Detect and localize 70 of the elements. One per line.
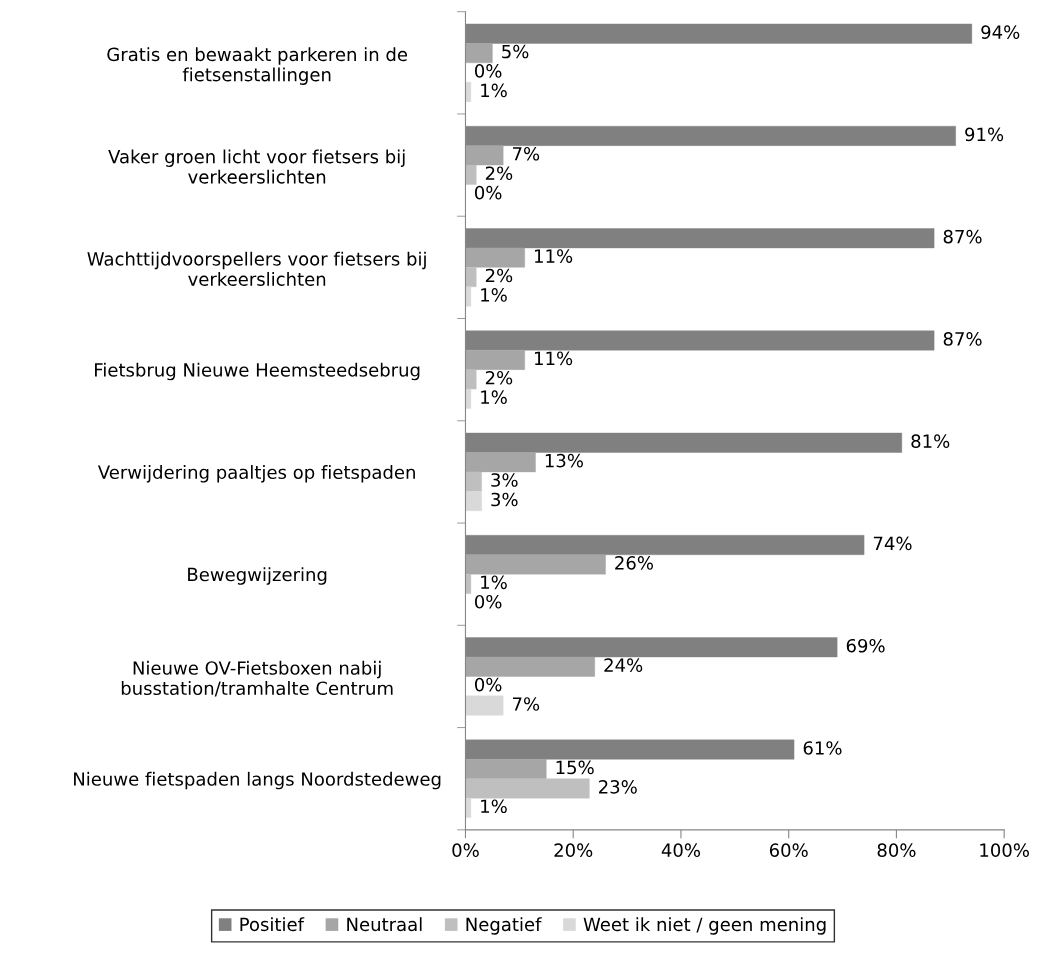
y-tick-label: Bewegwijzering bbox=[188, 567, 327, 585]
data-label: 7% bbox=[512, 146, 540, 161]
bar bbox=[465, 247, 525, 268]
legend-label: Positief bbox=[240, 917, 305, 932]
bar bbox=[465, 471, 482, 492]
data-label: 5% bbox=[502, 44, 529, 59]
bar bbox=[465, 778, 590, 799]
bar bbox=[465, 797, 472, 818]
bar bbox=[465, 452, 536, 473]
data-label: 11% bbox=[535, 249, 573, 263]
x-tick-label: 80% bbox=[877, 843, 916, 858]
bar bbox=[465, 554, 606, 575]
data-label: 7% bbox=[512, 697, 540, 711]
data-label: 1% bbox=[481, 390, 507, 405]
x-tick-label: 40% bbox=[661, 843, 701, 858]
data-label: 87% bbox=[943, 229, 982, 244]
bar bbox=[465, 82, 472, 102]
data-label: 69% bbox=[846, 638, 885, 653]
bar bbox=[465, 286, 472, 307]
data-label: 11% bbox=[535, 351, 573, 366]
data-label: 91% bbox=[965, 127, 1004, 142]
bar bbox=[465, 267, 477, 287]
data-label: 74% bbox=[873, 536, 912, 551]
data-label: 1% bbox=[481, 83, 507, 98]
legend-label: Neutraal bbox=[347, 917, 422, 932]
bar bbox=[465, 759, 547, 779]
data-label: 2% bbox=[485, 268, 513, 283]
y-tick-label: Nieuwe OV-Fietsboxen nabij busstation/tramhalte Centrum bbox=[121, 660, 393, 697]
x-tick-label: 0% bbox=[452, 843, 479, 858]
data-label: 0% bbox=[474, 64, 502, 78]
y-tick-label: Fietsbrug Nieuwe Heemsteedsebrug bbox=[95, 362, 420, 381]
legend-label: Weet ik niet / geen mening bbox=[583, 917, 826, 935]
x-tick-label: 20% bbox=[554, 843, 593, 858]
bar bbox=[465, 388, 472, 409]
data-label: 3% bbox=[491, 473, 518, 487]
data-label: 0% bbox=[474, 594, 502, 609]
data-label: 94% bbox=[981, 25, 1020, 39]
data-label: 87% bbox=[943, 332, 982, 346]
legend-label: Negatief bbox=[466, 917, 542, 935]
data-label: 3% bbox=[491, 492, 518, 507]
bar bbox=[465, 369, 477, 390]
data-label: 24% bbox=[604, 658, 643, 672]
data-label: 81% bbox=[911, 434, 950, 448]
data-label: 1% bbox=[481, 575, 507, 590]
data-label: 61% bbox=[803, 741, 842, 755]
bar bbox=[465, 349, 525, 370]
bar bbox=[465, 573, 472, 594]
bar bbox=[465, 164, 477, 185]
data-label: 0% bbox=[474, 185, 502, 200]
bar bbox=[465, 43, 493, 64]
y-tick-label: Wachttijdvoorspellers voor fietsers bij verkeerslichten bbox=[87, 251, 426, 286]
x-tick-label: 60% bbox=[769, 843, 808, 858]
y-tick-label: Vaker groen licht voor fietsers bij verkeerslichten bbox=[108, 149, 405, 184]
y-tick-label: Verwijdering paaltjes op fietspaden bbox=[97, 465, 415, 483]
data-label: 1% bbox=[481, 799, 507, 814]
bar bbox=[465, 145, 504, 166]
data-label: 2% bbox=[485, 166, 513, 181]
data-label: 1% bbox=[481, 288, 507, 302]
bar bbox=[465, 491, 482, 511]
data-label: 26% bbox=[615, 556, 653, 570]
data-label: 15% bbox=[556, 760, 594, 775]
y-tick-label: Nieuwe fietspaden langs Noordstedeweg bbox=[74, 771, 441, 790]
x-tick-label: 100% bbox=[980, 843, 1029, 858]
data-label: 13% bbox=[545, 453, 583, 468]
bar bbox=[465, 656, 595, 677]
data-label: 23% bbox=[599, 780, 637, 794]
data-label: 2% bbox=[485, 370, 513, 385]
y-tick-label: Gratis en bewaakt parkeren in de fietsenstallingen bbox=[107, 47, 408, 85]
bar bbox=[465, 695, 504, 716]
data-label: 0% bbox=[474, 677, 502, 692]
